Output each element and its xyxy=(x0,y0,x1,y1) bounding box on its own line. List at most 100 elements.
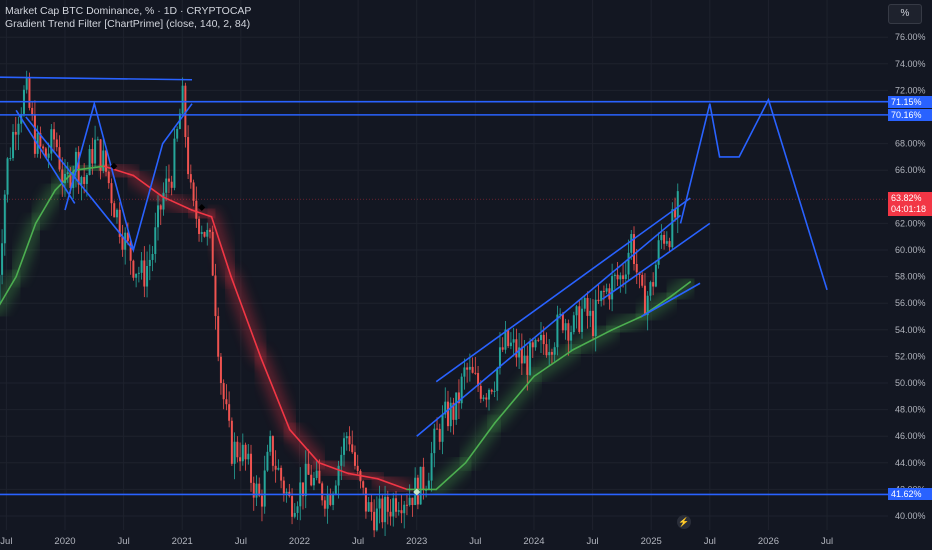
price-tick-label: 58.00% xyxy=(895,272,926,282)
candle-body xyxy=(154,227,157,254)
candle-body xyxy=(200,232,203,235)
candle-body xyxy=(329,494,332,505)
candle-body xyxy=(496,368,499,391)
candle-body xyxy=(425,489,428,491)
candle-body xyxy=(28,77,31,108)
candle-body xyxy=(39,132,42,147)
candle-body xyxy=(422,466,425,490)
price-tick-label: 40.00% xyxy=(895,511,926,521)
trend-segment xyxy=(161,196,193,211)
candle-body xyxy=(31,107,34,116)
trend-segment xyxy=(435,461,467,491)
candle-body xyxy=(148,259,151,267)
candle-body xyxy=(266,451,269,471)
candle-body xyxy=(3,194,6,244)
candle-body xyxy=(165,178,168,193)
time-tick-label: 2025 xyxy=(641,536,662,547)
flash-icon[interactable]: ⚡ xyxy=(677,515,691,529)
candle-body xyxy=(91,149,94,164)
candle-body xyxy=(80,177,83,185)
candle-body xyxy=(397,510,400,512)
candle-body xyxy=(192,182,195,201)
candle-body xyxy=(405,504,408,506)
candle-body xyxy=(124,232,127,250)
candle-body xyxy=(586,297,589,316)
candle-body xyxy=(400,510,403,514)
candle-body xyxy=(129,240,132,261)
trend-segment xyxy=(73,165,105,171)
candle-body xyxy=(520,347,523,364)
candle-body xyxy=(471,366,474,373)
candle-body xyxy=(280,467,283,481)
trend-segment xyxy=(611,315,643,331)
user-drawings xyxy=(0,76,888,496)
candle-body xyxy=(206,229,209,237)
candle-body xyxy=(665,241,668,244)
candle-body xyxy=(110,183,113,204)
channel-lower-line xyxy=(601,222,711,300)
candle-body xyxy=(167,178,170,182)
candle-body xyxy=(534,339,537,348)
candle-body xyxy=(105,150,108,172)
candle-body xyxy=(94,139,97,164)
candle-body xyxy=(140,260,143,273)
trend-segment xyxy=(0,275,17,306)
candle-body xyxy=(370,502,373,512)
candle-body xyxy=(258,483,261,496)
last-price-value: 63.82% xyxy=(891,193,922,204)
candle-body xyxy=(351,444,354,453)
time-tick-label: 2021 xyxy=(172,536,193,547)
bull-signal-marker xyxy=(413,488,421,496)
candle-body xyxy=(553,347,556,355)
candle-body xyxy=(611,276,614,300)
candle-body xyxy=(55,139,58,148)
candle-body xyxy=(353,452,356,466)
candle-body xyxy=(230,420,233,464)
candle-body xyxy=(222,383,225,400)
candle-body xyxy=(630,234,633,253)
candle-body xyxy=(515,339,518,358)
candle-body xyxy=(14,131,17,135)
candle-body xyxy=(176,128,179,139)
candle-body xyxy=(162,192,165,210)
candle-body xyxy=(25,77,28,90)
candle-body xyxy=(395,498,398,512)
candle-body xyxy=(321,483,324,501)
candle-body xyxy=(252,482,255,498)
bar-countdown: 04:01:18 xyxy=(891,204,927,215)
candle-body xyxy=(597,299,600,302)
candle-body xyxy=(643,285,646,316)
time-tick-label: Jul xyxy=(704,536,716,547)
candle-body xyxy=(676,191,679,218)
candle-body xyxy=(419,466,422,505)
candle-body xyxy=(53,129,56,140)
candle-body xyxy=(356,465,359,471)
candle-body xyxy=(184,85,187,138)
candle-body xyxy=(66,172,69,174)
indicator-legend[interactable]: Gradient Trend Filter [ChartPrime] (clos… xyxy=(5,18,251,30)
candle-body xyxy=(42,146,45,149)
candle-body xyxy=(96,139,99,141)
candle-body xyxy=(479,385,482,399)
candle-body xyxy=(436,428,439,430)
symbol-title[interactable]: Market Cap BTC Dominance, % · 1D · CRYPT… xyxy=(5,5,252,17)
candle-body xyxy=(135,273,138,278)
candle-body xyxy=(271,436,274,466)
candle-body xyxy=(170,181,173,188)
trend-segment xyxy=(572,328,613,351)
price-tick-label: 60.00% xyxy=(895,245,926,255)
candle-body xyxy=(518,347,521,358)
candle-body xyxy=(337,465,340,486)
candle-body xyxy=(616,274,619,280)
candle-body xyxy=(12,131,15,159)
percent-scale-button[interactable]: % xyxy=(888,4,922,24)
price-tick-label: 68.00% xyxy=(895,139,926,149)
candle-body xyxy=(578,306,581,332)
candle-body xyxy=(274,465,277,470)
level-tag: 70.16% xyxy=(888,108,932,121)
candle-body xyxy=(649,282,652,296)
zigzag-drawing xyxy=(64,100,193,254)
time-tick-label: Jul xyxy=(235,536,247,547)
candle-body xyxy=(17,123,20,135)
